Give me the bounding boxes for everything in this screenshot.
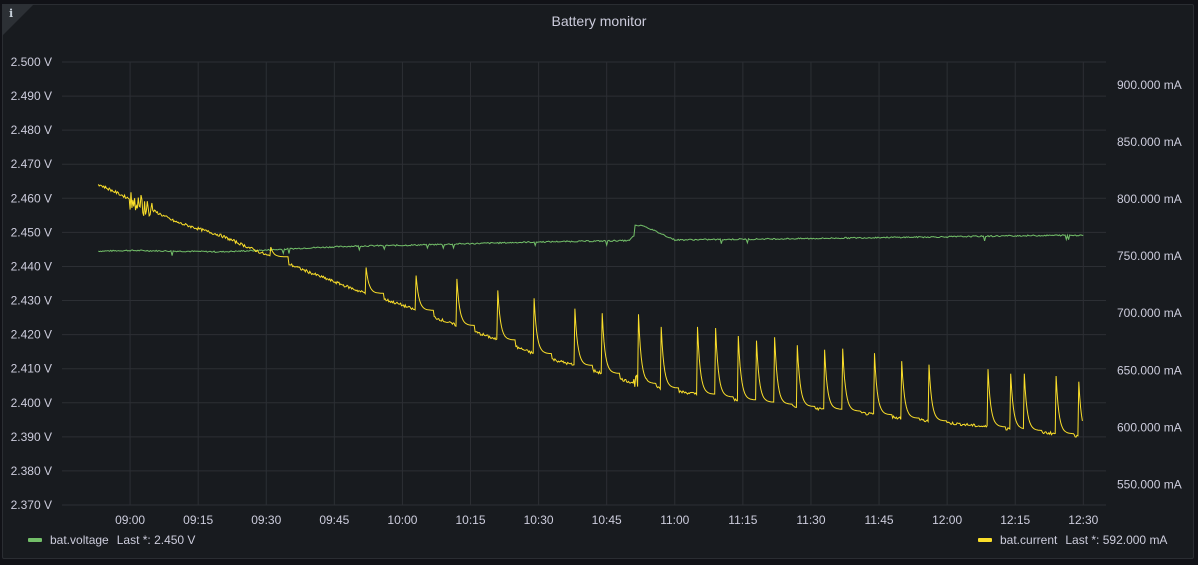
panel-title[interactable]: Battery monitor xyxy=(551,13,647,29)
x-tick-label: 11:00 xyxy=(660,513,689,527)
info-icon[interactable]: i xyxy=(9,7,14,20)
x-tick-label: 09:30 xyxy=(251,513,281,527)
y-right-tick-label: 750.000 mA xyxy=(1117,249,1182,263)
legend-swatch-voltage xyxy=(28,538,42,542)
series-line-current xyxy=(97,184,1083,438)
legend-voltage-name: bat.voltage xyxy=(50,533,109,547)
legend-current-last: Last *: 592.000 mA xyxy=(1065,533,1168,547)
x-tick-label: 11:45 xyxy=(864,513,893,527)
legend-current-name: bat.current xyxy=(1000,533,1058,547)
x-tick-label: 11:15 xyxy=(728,513,757,527)
x-tick-label: 12:00 xyxy=(932,513,962,527)
y-left-tick-label: 2.500 V xyxy=(11,55,52,69)
x-tick-label: 12:15 xyxy=(1000,513,1030,527)
x-tick-label: 10:00 xyxy=(387,513,417,527)
y-left-tick-label: 2.460 V xyxy=(11,191,52,205)
legend-voltage-last: Last *: 2.450 V xyxy=(116,533,196,547)
y-right-tick-label: 700.000 mA xyxy=(1117,306,1182,320)
legend-swatch-current xyxy=(978,538,992,542)
x-tick-label: 10:45 xyxy=(592,513,622,527)
x-tick-label: 09:00 xyxy=(115,513,145,527)
y-left-tick-label: 2.490 V xyxy=(11,89,52,103)
y-right-tick-label: 650.000 mA xyxy=(1117,363,1182,377)
x-tick-label: 10:30 xyxy=(524,513,554,527)
y-right-tick-label: 900.000 mA xyxy=(1117,78,1182,92)
x-tick-label: 10:15 xyxy=(456,513,486,527)
y-right-tick-label: 800.000 mA xyxy=(1117,192,1182,206)
y-left-tick-label: 2.390 V xyxy=(11,430,52,444)
y-left-tick-label: 2.430 V xyxy=(11,294,52,308)
legend-voltage[interactable]: bat.voltage Last *: 2.450 V xyxy=(28,533,195,547)
x-tick-label: 09:15 xyxy=(183,513,213,527)
series-line-voltage xyxy=(98,224,1084,256)
y-left-tick-label: 2.470 V xyxy=(11,157,52,171)
y-left-tick-label: 2.400 V xyxy=(11,396,52,410)
y-left-tick-label: 2.370 V xyxy=(11,498,52,512)
y-right-tick-label: 550.000 mA xyxy=(1117,477,1182,491)
y-left-tick-label: 2.380 V xyxy=(11,464,52,478)
y-left-tick-label: 2.480 V xyxy=(11,123,52,137)
y-left-tick-label: 2.440 V xyxy=(11,259,52,273)
y-left-tick-label: 2.420 V xyxy=(11,328,52,342)
legend-current[interactable]: bat.current Last *: 592.000 mA xyxy=(978,533,1167,547)
x-tick-label: 12:30 xyxy=(1068,513,1098,527)
y-right-tick-label: 850.000 mA xyxy=(1117,135,1182,149)
y-left-tick-label: 2.410 V xyxy=(11,362,52,376)
panel-info-corner[interactable] xyxy=(2,4,34,36)
y-right-tick-label: 600.000 mA xyxy=(1117,420,1182,434)
x-tick-label: 09:45 xyxy=(319,513,349,527)
x-tick-label: 11:30 xyxy=(796,513,825,527)
y-left-tick-label: 2.450 V xyxy=(11,225,52,239)
